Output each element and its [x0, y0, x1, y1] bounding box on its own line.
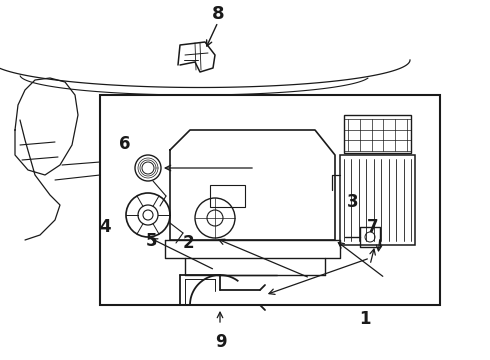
Bar	[344, 115, 411, 153]
Bar	[100, 95, 440, 305]
Text: 8: 8	[212, 5, 224, 23]
Text: 7: 7	[367, 218, 378, 236]
Text: 1: 1	[359, 310, 371, 328]
Bar	[340, 155, 415, 245]
Text: 5: 5	[146, 232, 158, 250]
Text: 6: 6	[119, 135, 131, 153]
Text: 9: 9	[215, 333, 226, 351]
Bar	[210, 185, 245, 207]
Text: 3: 3	[347, 193, 359, 211]
Text: 4: 4	[99, 218, 111, 236]
Text: 2: 2	[183, 234, 195, 252]
